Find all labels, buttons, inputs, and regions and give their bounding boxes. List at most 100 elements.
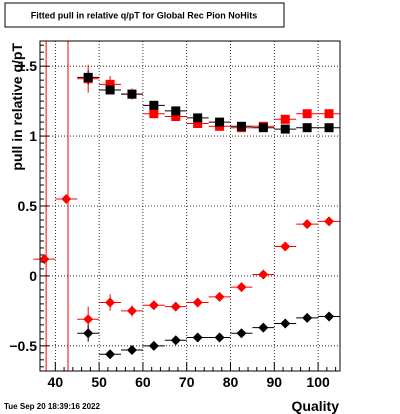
square-marker <box>324 123 334 133</box>
square-marker <box>302 123 312 133</box>
diamond-marker <box>258 322 269 333</box>
diamond-marker <box>214 291 225 302</box>
data-point <box>77 324 100 342</box>
data-point <box>252 269 275 280</box>
chart-title: Fitted pull in relative q/pT for Global … <box>31 11 258 21</box>
diamond-marker <box>61 194 72 205</box>
square-marker <box>149 100 159 110</box>
square-marker <box>127 89 137 99</box>
data-point <box>318 109 340 119</box>
data-point <box>274 124 297 134</box>
square-marker <box>280 114 290 124</box>
y-axis-label: pull in relative q/pT <box>9 43 25 171</box>
y-tick-label: 1 <box>29 128 37 144</box>
x-tick-label: 50 <box>91 374 107 390</box>
square-marker <box>193 119 203 128</box>
data-point <box>186 113 209 123</box>
square-marker <box>258 123 268 133</box>
y-tick-label: −0.5 <box>9 338 37 354</box>
square-marker <box>83 72 93 82</box>
square-marker <box>171 106 181 116</box>
square-marker <box>324 109 334 119</box>
data-point <box>99 294 122 311</box>
x-tick-labels: 40 50 60 70 80 90 100 <box>48 374 330 390</box>
diamond-marker <box>105 349 116 360</box>
diamond-marker <box>236 282 247 293</box>
data-point <box>252 123 275 133</box>
square-marker <box>193 113 203 123</box>
data-point <box>208 117 231 127</box>
data-point <box>142 340 165 351</box>
data-point <box>77 70 100 85</box>
data-point <box>318 311 340 322</box>
data-point <box>252 322 275 333</box>
diamond-marker <box>126 345 137 356</box>
diamond-marker <box>258 269 269 280</box>
square-marker <box>215 117 225 127</box>
axis-ticks <box>40 44 337 371</box>
data-point <box>33 254 56 265</box>
data-point <box>208 291 231 302</box>
square-marker <box>105 85 115 95</box>
data-point <box>164 335 187 346</box>
timestamp: Tue Sep 20 18:39:16 2022 <box>4 402 100 411</box>
diamond-marker <box>214 332 225 343</box>
data-point <box>121 305 143 317</box>
data-point <box>121 345 143 356</box>
diamond-marker <box>280 241 291 252</box>
series-2 <box>77 64 340 133</box>
square-marker <box>105 79 115 89</box>
x-tick-label: 90 <box>267 374 283 390</box>
diamond-marker <box>302 219 313 230</box>
data-point <box>142 109 165 119</box>
diamond-marker <box>105 297 116 308</box>
data-point <box>296 219 319 230</box>
x-tick-label: 40 <box>48 374 64 390</box>
data-point <box>99 85 122 95</box>
diamond-marker <box>302 312 313 323</box>
diamond-marker <box>148 340 159 351</box>
data-points <box>33 64 340 360</box>
data-point <box>318 216 340 227</box>
data-point <box>318 123 340 133</box>
data-point <box>142 100 165 110</box>
diamond-marker <box>192 297 203 308</box>
data-point <box>121 89 143 99</box>
x-tick-label: 100 <box>306 374 330 390</box>
diamond-marker <box>280 318 291 329</box>
series-1 <box>77 311 340 360</box>
diamond-marker <box>126 305 137 316</box>
data-point <box>296 312 319 323</box>
data-point <box>296 123 319 133</box>
square-marker <box>280 124 290 134</box>
data-point <box>296 109 319 119</box>
data-point <box>142 300 165 311</box>
diamond-marker <box>83 314 94 325</box>
diamond-marker <box>170 301 181 312</box>
square-marker <box>236 121 246 131</box>
x-tick-label: 70 <box>179 374 195 390</box>
square-marker <box>171 112 181 122</box>
data-point <box>230 328 253 339</box>
square-marker <box>302 109 312 119</box>
data-point <box>99 349 122 360</box>
series-0 <box>33 194 340 332</box>
diamond-marker <box>170 335 181 346</box>
diamond-marker <box>192 332 203 343</box>
diamond-marker <box>324 216 335 227</box>
x-axis-label: Quality <box>292 398 340 414</box>
data-point <box>230 282 253 293</box>
chart-title-box: Fitted pull in relative q/pT for Global … <box>4 2 285 28</box>
data-point <box>274 241 297 252</box>
y-tick-label: 0 <box>29 268 37 284</box>
data-point <box>164 301 187 312</box>
data-point <box>186 297 209 308</box>
y-tick-labels: −0.5 0 0.5 1 1.5 <box>9 58 37 354</box>
series-3 <box>77 70 340 134</box>
square-marker <box>149 109 159 119</box>
diamond-marker <box>148 300 159 311</box>
data-point <box>230 121 253 131</box>
data-point <box>164 106 187 116</box>
diamond-marker <box>39 254 50 265</box>
